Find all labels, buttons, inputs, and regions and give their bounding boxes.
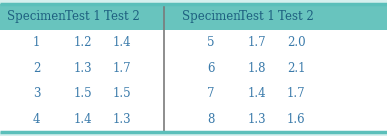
Text: 1.2: 1.2 xyxy=(74,36,92,49)
Bar xyxy=(0,4,387,30)
Text: Test 2: Test 2 xyxy=(104,10,140,23)
Text: 1.6: 1.6 xyxy=(287,113,305,126)
Text: Test 1: Test 1 xyxy=(240,10,275,23)
Text: Test 1: Test 1 xyxy=(65,10,101,23)
Text: Specimen: Specimen xyxy=(182,10,240,23)
Text: 1.5: 1.5 xyxy=(113,87,131,100)
Text: 2.0: 2.0 xyxy=(287,36,305,49)
Text: 1: 1 xyxy=(33,36,41,49)
Text: Specimen: Specimen xyxy=(7,10,66,23)
Text: 2: 2 xyxy=(33,61,41,75)
Text: 1.7: 1.7 xyxy=(287,87,305,100)
Text: 2.1: 2.1 xyxy=(287,61,305,75)
Text: 3: 3 xyxy=(33,87,41,100)
Text: 6: 6 xyxy=(207,61,215,75)
Text: 1.7: 1.7 xyxy=(113,61,131,75)
Text: 1.8: 1.8 xyxy=(248,61,267,75)
Text: 1.7: 1.7 xyxy=(248,36,267,49)
Text: 5: 5 xyxy=(207,36,215,49)
Text: Test 2: Test 2 xyxy=(278,10,314,23)
Text: 1.4: 1.4 xyxy=(113,36,131,49)
Text: 8: 8 xyxy=(207,113,215,126)
Text: 1.3: 1.3 xyxy=(113,113,131,126)
Text: 7: 7 xyxy=(207,87,215,100)
Bar xyxy=(0,30,387,132)
Text: 1.4: 1.4 xyxy=(74,113,92,126)
Text: 1.3: 1.3 xyxy=(248,113,267,126)
Text: 1.3: 1.3 xyxy=(74,61,92,75)
Text: 1.5: 1.5 xyxy=(74,87,92,100)
Text: 1.4: 1.4 xyxy=(248,87,267,100)
Text: 4: 4 xyxy=(33,113,41,126)
